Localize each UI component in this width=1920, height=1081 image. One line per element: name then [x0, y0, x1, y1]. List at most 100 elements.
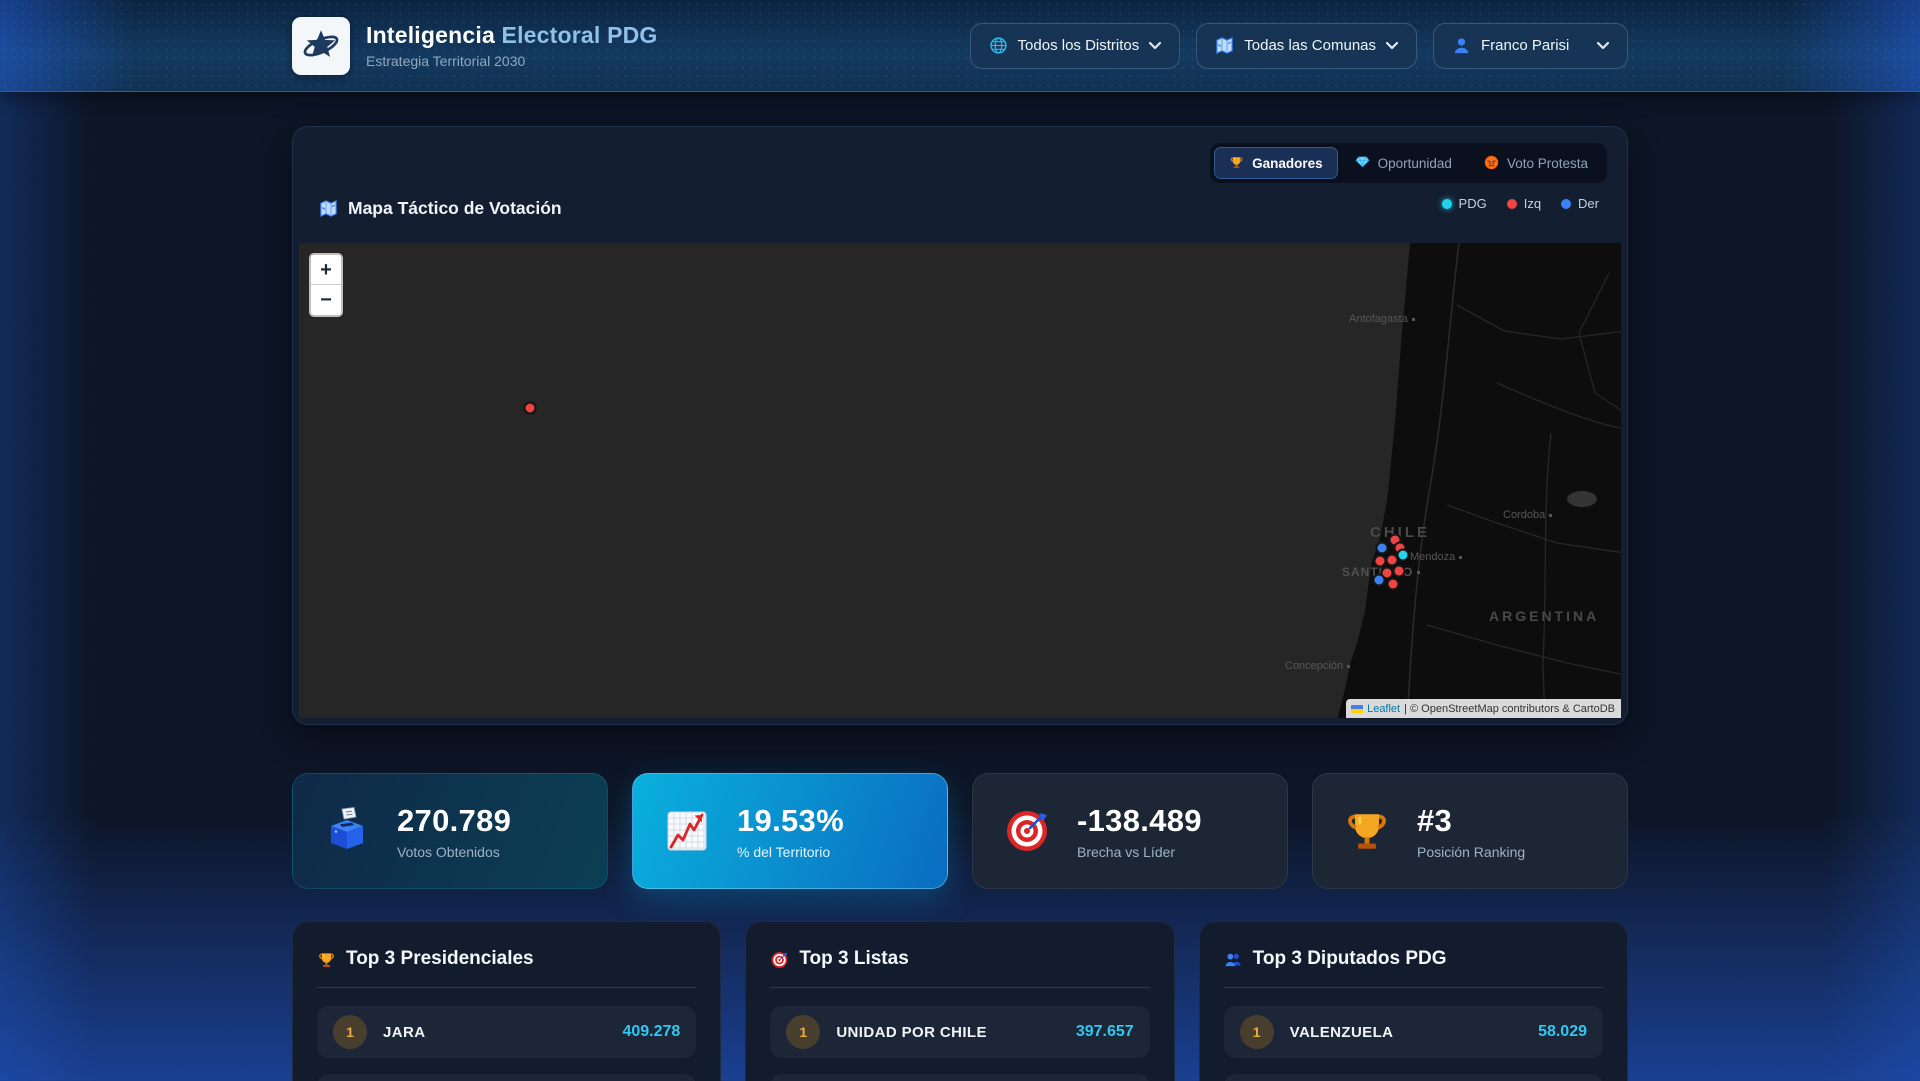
rank-badge: 1 — [786, 1015, 821, 1049]
target-icon — [770, 950, 789, 969]
rank-card-title: Top 3 Diputados PDG — [1224, 948, 1603, 970]
izq-dot-icon — [1506, 198, 1517, 209]
rank-value: 58.029 — [1538, 1023, 1587, 1040]
leaflet-map[interactable]: Antofagasta CHILE SANTIAGO Mendoza Cordo… — [299, 243, 1621, 718]
stat-card-territorio: 19.53% % del Territorio — [632, 773, 948, 889]
tab-voto-protesta[interactable]: Voto Protesta — [1469, 147, 1603, 179]
divider — [1223, 987, 1603, 988]
divider — [770, 987, 1150, 988]
tab-ganadores[interactable]: Ganadores — [1214, 147, 1338, 179]
rank-value: 409.278 — [622, 1023, 681, 1040]
district-select-value: Todos los Distritos — [1017, 37, 1140, 54]
map-label-chile: CHILE — [1370, 524, 1430, 541]
map-icon — [319, 199, 338, 218]
attribution-text: | © OpenStreetMap contributors & CartoDB — [1404, 702, 1615, 715]
map-icon — [1215, 36, 1234, 55]
rank-row[interactable]: 1 JARA 409.278 — [317, 1006, 697, 1058]
trophy-icon — [1343, 807, 1391, 855]
zoom-out-button[interactable]: − — [311, 285, 341, 315]
rank-card-title: Top 3 Listas — [770, 948, 1149, 970]
der-dot-icon — [1561, 198, 1572, 209]
map-card-title: Mapa Táctico de Votación — [319, 173, 562, 243]
chart-up-icon — [663, 807, 711, 855]
people-icon — [1224, 950, 1243, 969]
chevron-down-icon — [1385, 37, 1399, 54]
card-top3-diputados: Top 3 Diputados PDG 1 VALENZUELA 58.029 — [1198, 921, 1628, 1081]
rank-row[interactable] — [1223, 1074, 1603, 1081]
stat-label: % del Territorio — [737, 843, 831, 860]
stat-value: -138.489 — [1077, 802, 1202, 838]
map-legend: PDG Izq Der — [1441, 196, 1599, 211]
rank-row[interactable] — [770, 1074, 1150, 1081]
zoom-in-button[interactable]: + — [311, 255, 341, 285]
rank-badge: 1 — [1239, 1015, 1274, 1049]
chevron-down-icon — [1149, 37, 1162, 54]
legend-item-pdg: PDG — [1441, 196, 1487, 211]
page-subtitle: Estrategia Territorial 2030 — [366, 53, 526, 69]
map-card: Mapa Táctico de Votación Ganadores Opo — [292, 126, 1628, 725]
stat-card-ranking: #3 Posición Ranking — [1312, 773, 1628, 889]
pdg-logo-icon — [292, 16, 350, 75]
district-select[interactable]: Todos los Distritos — [969, 22, 1181, 69]
divider — [317, 987, 697, 988]
map-marker[interactable] — [1386, 577, 1400, 591]
map-marker[interactable] — [1373, 554, 1387, 568]
map-mode-tabs: Ganadores Oportunidad Voto Protesta — [1210, 143, 1607, 183]
trophy-icon — [1229, 155, 1245, 171]
legend-item-izq: Izq — [1506, 196, 1541, 211]
rank-name: UNIDAD POR CHILE — [836, 1023, 987, 1041]
title-secondary: Electoral PDG — [501, 22, 658, 48]
rank-name: JARA — [383, 1023, 426, 1041]
rank-name: VALENZUELA — [1289, 1023, 1394, 1041]
card-top3-presidenciales: Top 3 Presidenciales 1 JARA 409.278 — [292, 921, 722, 1081]
map-controls: Ganadores Oportunidad Voto Protesta — [1210, 143, 1607, 243]
globe-icon — [989, 36, 1008, 55]
main-content: Mapa Táctico de Votación Ganadores Opo — [292, 126, 1628, 1081]
app-header: Inteligencia Electoral PDG Estrategia Te… — [0, 0, 1920, 92]
map-attribution: Leaflet | © OpenStreetMap contributors &… — [1346, 699, 1621, 718]
map-marker[interactable] — [523, 401, 537, 415]
stat-label: Posición Ranking — [1417, 843, 1526, 860]
stat-label: Brecha vs Líder — [1077, 843, 1176, 860]
map-label-mendoza: Mendoza — [1410, 551, 1463, 563]
stat-value: 19.53% — [737, 802, 844, 838]
target-icon — [1003, 807, 1051, 855]
angry-face-icon — [1484, 155, 1500, 171]
leaflet-link[interactable]: Leaflet — [1367, 702, 1401, 715]
map-zoom-control: + − — [309, 253, 343, 317]
chevron-down-icon — [1596, 37, 1610, 54]
map-label-antofagasta: Antofagasta — [1349, 313, 1415, 325]
rank-row[interactable]: 1 UNIDAD POR CHILE 397.657 — [770, 1006, 1150, 1058]
ballot-box-icon — [323, 807, 371, 855]
brand-text: Inteligencia Electoral PDG Estrategia Te… — [366, 22, 658, 69]
rankings-row: Top 3 Presidenciales 1 JARA 409.278 Top … — [292, 921, 1628, 1081]
trophy-icon — [317, 950, 336, 969]
page-title: Inteligencia Electoral PDG — [366, 22, 658, 49]
stat-value: #3 — [1417, 802, 1453, 838]
person-icon — [1452, 36, 1471, 55]
card-top3-listas: Top 3 Listas 1 UNIDAD POR CHILE 397.657 — [745, 921, 1175, 1081]
comuna-select-value: Todas las Comunas — [1244, 37, 1376, 54]
map-card-header: Mapa Táctico de Votación Ganadores Opo — [293, 127, 1627, 243]
map-marker[interactable] — [1396, 548, 1410, 562]
rank-card-title: Top 3 Presidenciales — [317, 948, 696, 970]
rank-badge: 1 — [333, 1015, 367, 1049]
comuna-select[interactable]: Todas las Comunas — [1196, 22, 1417, 69]
pdg-dot-icon — [1441, 198, 1452, 209]
map-marker[interactable] — [1392, 564, 1406, 578]
map-marker[interactable] — [1372, 573, 1386, 587]
stat-card-brecha: -138.489 Brecha vs Líder — [972, 773, 1288, 889]
tab-oportunidad[interactable]: Oportunidad — [1340, 147, 1467, 179]
candidate-select-value: Franco Parisi — [1481, 37, 1570, 54]
map-marker[interactable] — [1375, 541, 1389, 555]
map-label-concepcion: Concepción — [1285, 660, 1351, 672]
rank-row[interactable]: 1 VALENZUELA 58.029 — [1223, 1006, 1603, 1058]
map-tiles — [1337, 243, 1621, 718]
rank-row[interactable] — [317, 1074, 697, 1081]
header-filters: Todos los Distritos Todas las Comunas Fr — [969, 22, 1628, 69]
stat-card-votos: 270.789 Votos Obtenidos — [292, 773, 608, 889]
candidate-select[interactable]: Franco Parisi — [1433, 22, 1628, 69]
stat-label: Votos Obtenidos — [397, 843, 500, 860]
map-marker[interactable] — [1385, 553, 1399, 567]
ukraine-flag-icon — [1351, 704, 1364, 713]
